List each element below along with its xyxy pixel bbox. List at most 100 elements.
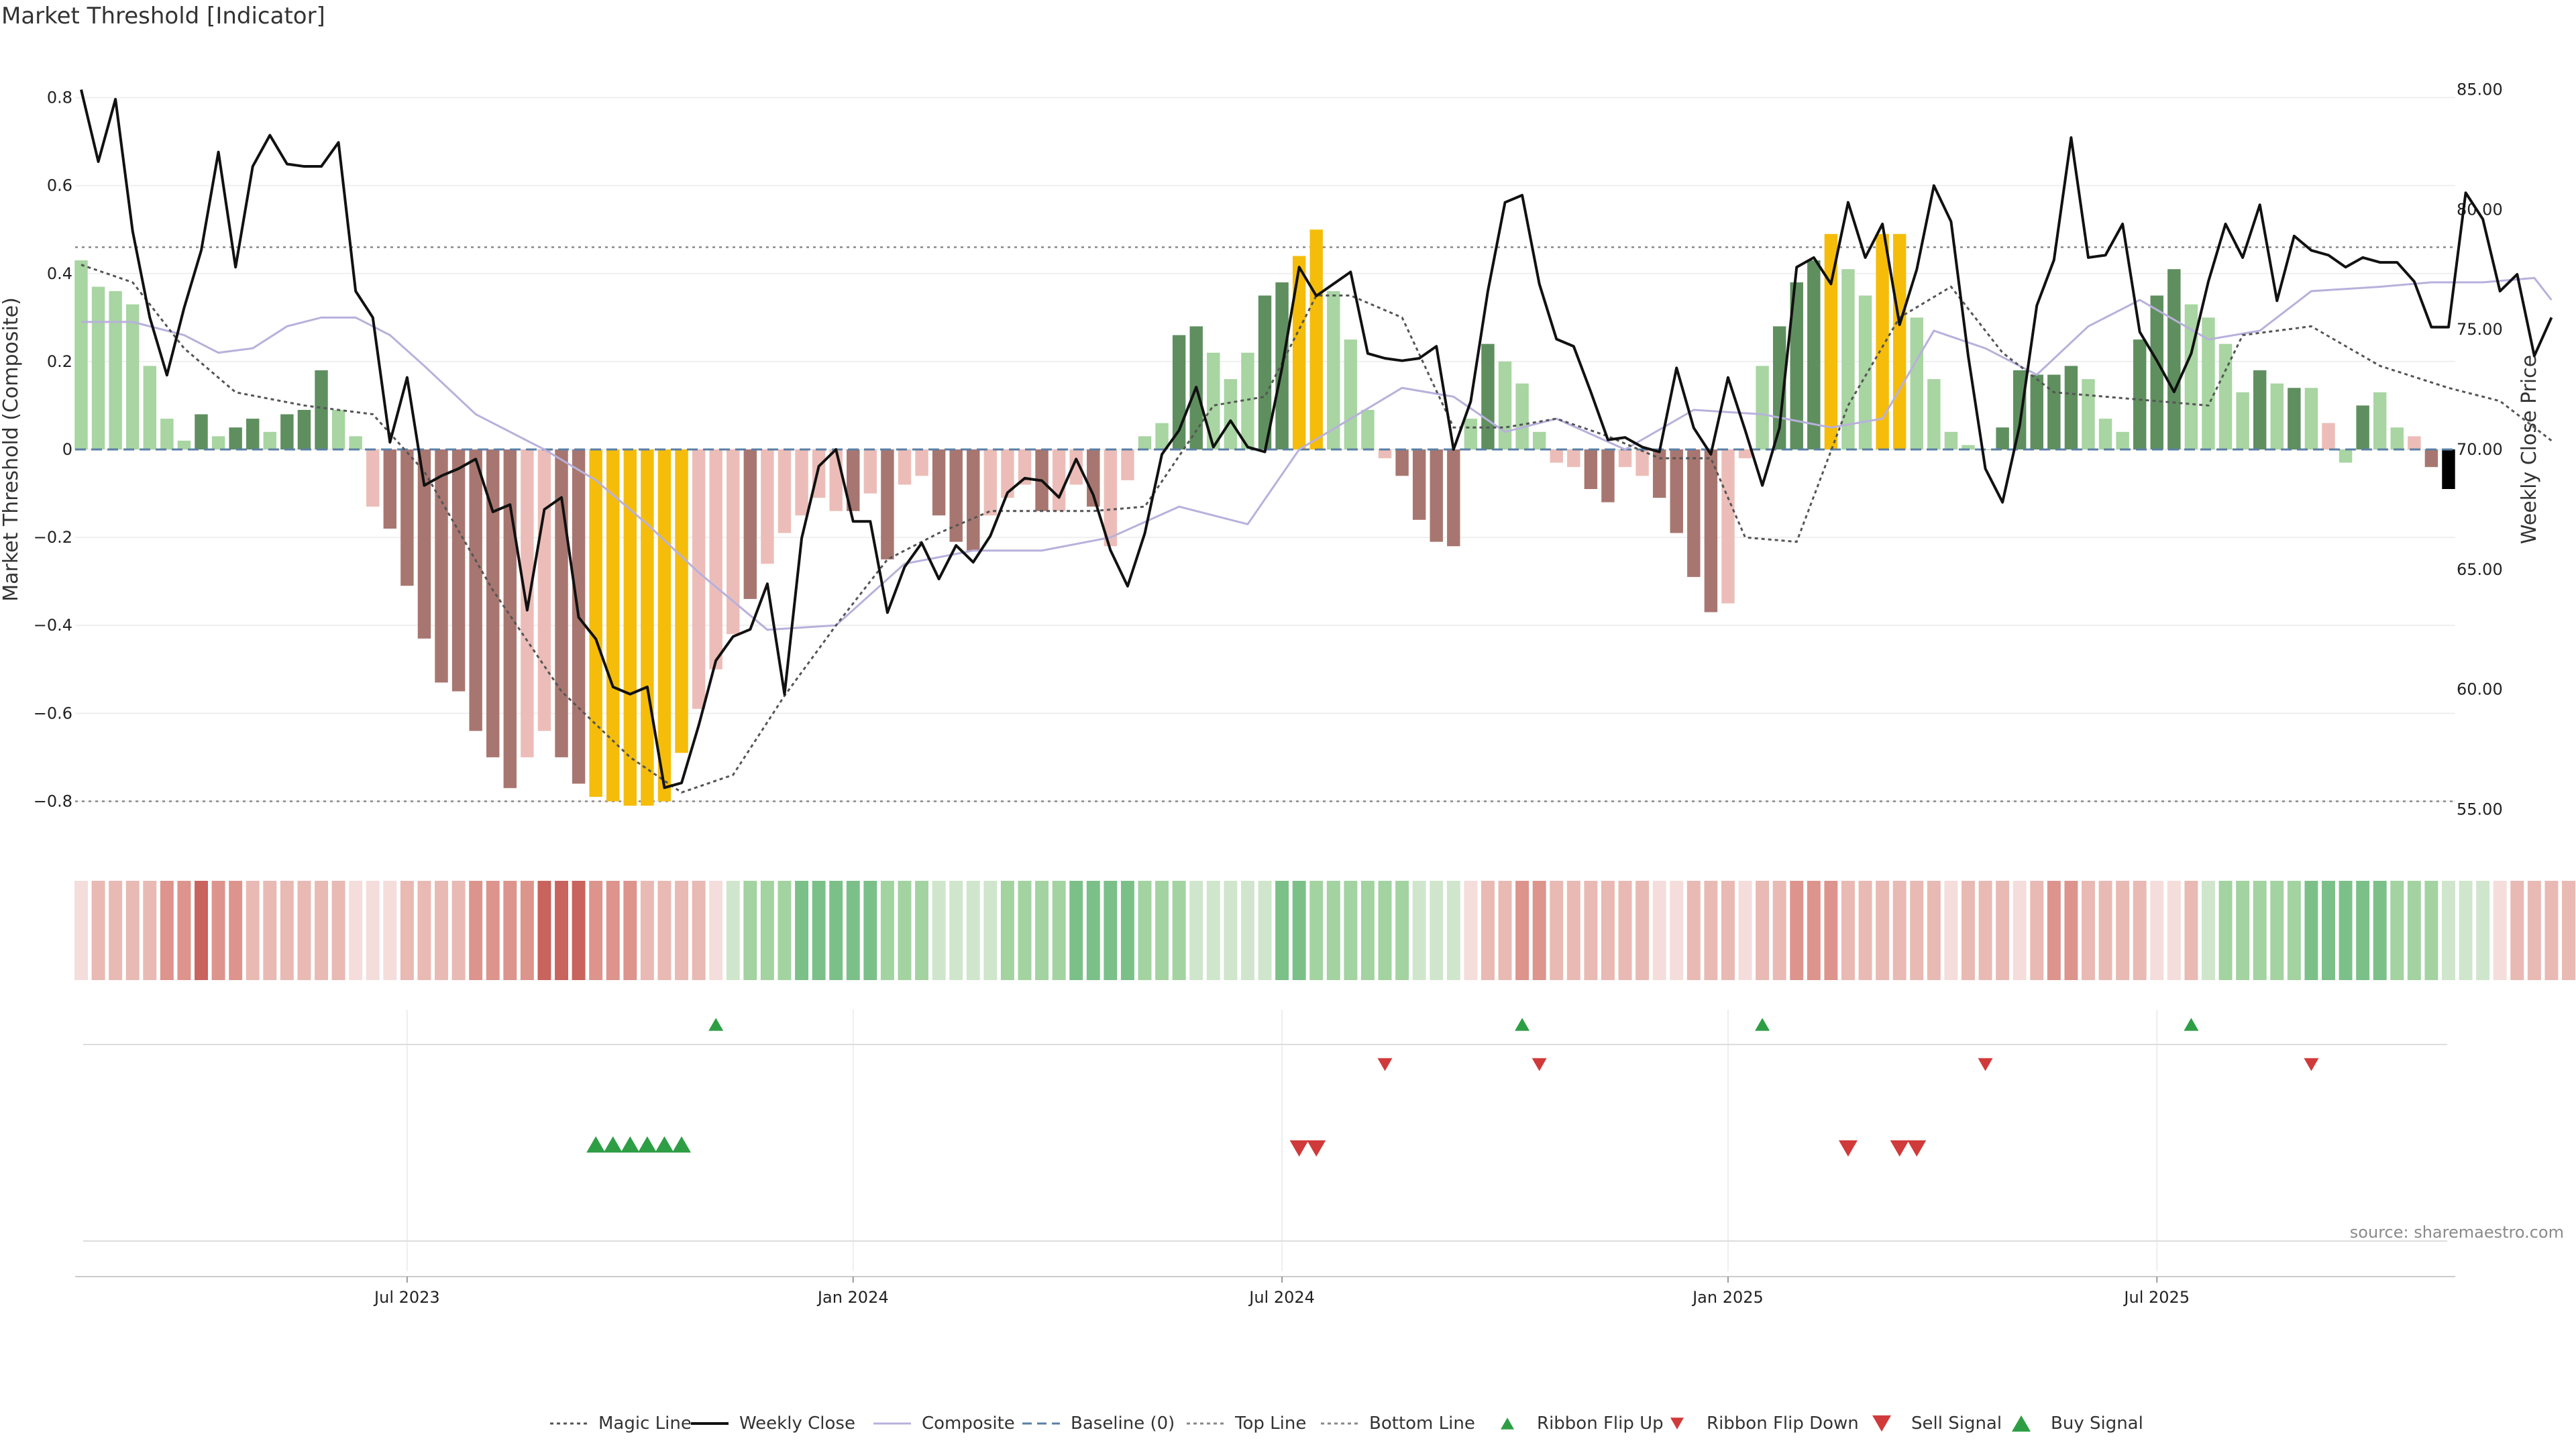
ribbon-cell [503, 881, 517, 980]
ribbon-cell [2116, 881, 2130, 980]
composite-bar [1892, 233, 1907, 449]
ribbon-flip-up-marker [2184, 1018, 2199, 1031]
composite-bar [1104, 449, 1118, 547]
composite-bar [1241, 352, 1254, 449]
composite-bar [1807, 260, 1821, 449]
composite-bar [2288, 388, 2301, 449]
ribbon-cell [623, 881, 637, 980]
ribbon-cell [1876, 881, 1890, 980]
composite-bar [641, 449, 654, 806]
ribbon-cell [2407, 881, 2421, 980]
ribbon-cell [606, 881, 620, 980]
composite-bar [709, 449, 722, 669]
composite-bar [2356, 405, 2369, 449]
ribbon-cell [91, 881, 105, 980]
composite-bar [1824, 233, 1838, 449]
composite-bar [195, 414, 208, 449]
composite-bar [967, 449, 980, 551]
legend-item: Sell Signal [1872, 1413, 2002, 1434]
ribbon-cell [2544, 881, 2559, 980]
ribbon-cell [1224, 881, 1238, 980]
composite-bar [1944, 431, 1958, 449]
composite-bar [932, 449, 946, 516]
y-tick-label: 0.6 [47, 176, 72, 195]
composite-bar [777, 449, 792, 533]
composite-bar [2167, 269, 2181, 449]
composite-bar [623, 449, 637, 806]
ribbon-cell [1104, 881, 1118, 980]
composite-bar [383, 449, 397, 529]
ribbon-cell [2527, 881, 2541, 980]
ribbon-cell [1069, 881, 1083, 980]
composite-bar [1361, 410, 1375, 449]
composite-bar [1738, 449, 1752, 459]
composite-bar [366, 449, 380, 507]
ribbon-cell [229, 881, 243, 980]
composite-bar [331, 410, 345, 449]
ribbon-cell [1395, 881, 1409, 980]
composite-bar [2030, 374, 2043, 449]
ribbon-cell [2493, 881, 2507, 980]
composite-bar [727, 449, 740, 635]
composite-bar [1618, 449, 1632, 468]
ribbon-cell [1996, 881, 2010, 980]
legend-swatch [2012, 1415, 2031, 1432]
composite-bar [2424, 449, 2438, 468]
composite-bar [91, 286, 105, 449]
composite-bar [881, 449, 894, 559]
y-right-axis-title: Weekly Close Price [2518, 355, 2541, 544]
y-right-tick-label: 60.00 [2457, 680, 2503, 699]
ribbon-cell [846, 881, 860, 980]
legend-label: Sell Signal [1911, 1413, 2002, 1434]
page-title: Market Threshold [Indicator] [1, 3, 325, 30]
legend-item: Weekly Close [691, 1413, 855, 1434]
composite-bar [1395, 449, 1409, 476]
composite-bar [1069, 449, 1083, 485]
composite-bar [1430, 449, 1443, 542]
composite-bar [2047, 374, 2061, 449]
composite-bar [795, 449, 808, 516]
composite-bar [1962, 445, 1975, 449]
legend-item: Buy Signal [2012, 1413, 2143, 1434]
composite-bar [2322, 423, 2335, 449]
ribbon-cell [726, 881, 740, 980]
ribbon-cell [2047, 881, 2061, 980]
y-right-tick-label: 55.00 [2457, 800, 2503, 818]
composite-bar [2270, 383, 2284, 449]
ribbon-cell [143, 881, 157, 980]
ribbon-cell [2270, 881, 2284, 980]
composite-bar [297, 410, 311, 449]
ribbon-cell [1344, 881, 1358, 980]
ribbon-cell [2562, 881, 2575, 980]
legend-label: Magic Line [598, 1413, 692, 1434]
legend-item: Composite [873, 1413, 1015, 1434]
ribbon-cell [1120, 881, 1134, 980]
ribbon-cell [709, 881, 723, 980]
composite-bar [1309, 229, 1323, 449]
ribbon-cell [572, 881, 586, 980]
x-tick-label: Jul 2023 [373, 1288, 440, 1307]
ribbon-cell [383, 881, 397, 980]
composite-bar [486, 449, 500, 757]
composite-bar [1532, 431, 1546, 449]
ribbon-cell [2339, 881, 2353, 980]
composite-bar [246, 419, 260, 449]
ribbon-cell [1258, 881, 1272, 980]
ribbon-cell [2236, 881, 2250, 980]
legend-swatch [1501, 1417, 1514, 1430]
ribbon-cell [2082, 881, 2095, 980]
ribbon-cell [1807, 881, 1821, 980]
ribbon-cell [983, 881, 998, 980]
ribbon-cell [2304, 881, 2318, 980]
composite-bar [1018, 449, 1032, 485]
ribbon-cell [1035, 881, 1049, 980]
ribbon-cell [1756, 881, 1770, 980]
composite-bar [143, 366, 157, 449]
ribbon-cell [1670, 881, 1684, 980]
ribbon-cell [1910, 881, 1924, 980]
ribbon-cell [1601, 881, 1615, 980]
x-tick-label: Jan 2025 [1691, 1288, 1764, 1307]
ribbon-cell [520, 881, 534, 980]
ribbon-cell [1618, 881, 1632, 980]
ribbon-cell [1275, 881, 1289, 980]
